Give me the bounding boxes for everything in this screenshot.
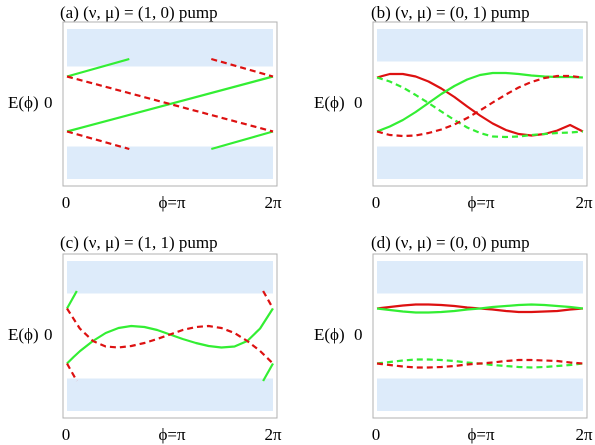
panel-a-ylabel: E(ϕ) bbox=[8, 93, 39, 112]
panel-a-series-2-green-solid bbox=[210, 130, 274, 151]
panel-c-series-0-green-solid bbox=[66, 307, 274, 365]
panel-d-ylabel: E(ϕ) bbox=[314, 325, 345, 344]
panel-c-series-4-red-dashed bbox=[66, 362, 78, 382]
panel-b-band-0 bbox=[377, 29, 583, 62]
panel-b-series bbox=[376, 71, 584, 139]
panel-b-ytick-0: 0 bbox=[354, 93, 363, 112]
panel-a-title: (a) (ν, μ) = (1, 0) pump bbox=[60, 3, 218, 22]
panel-b-xtick-pi: ϕ=π bbox=[467, 193, 495, 212]
panel-d-xtick-2pi: 2π bbox=[575, 425, 593, 444]
panel-b-frame bbox=[372, 21, 588, 187]
panel-b-bands bbox=[377, 29, 583, 179]
panel-d-series bbox=[376, 303, 584, 369]
panel-b-ylabel: E(ϕ) bbox=[314, 93, 345, 112]
panel-d: (d) (ν, μ) = (0, 0) pump E(ϕ) 0 0 ϕ=π 2π bbox=[314, 233, 593, 444]
panel-c-series-3-red-dashed bbox=[66, 307, 274, 365]
panel-d-xtick-pi: ϕ=π bbox=[467, 425, 495, 444]
panel-a: (a) (ν, μ) = (1, 0) pump E(ϕ) 0 0 ϕ=π 2π bbox=[8, 3, 282, 212]
panel-a-series-5-red-dashed bbox=[210, 57, 274, 78]
panel-c-xtick-pi: ϕ=π bbox=[158, 425, 186, 444]
panel-a-xtick-2pi: 2π bbox=[264, 193, 282, 212]
panel-a-xtick-0: 0 bbox=[62, 193, 71, 212]
panel-a-xtick-pi: ϕ=π bbox=[158, 193, 186, 212]
panel-b-series-2-green-dashed bbox=[376, 76, 583, 139]
panel-b-series-0-red-solid bbox=[376, 72, 584, 137]
panel-a-ytick-0: 0 bbox=[44, 93, 53, 112]
panel-d-series-3-red-dashed bbox=[376, 358, 583, 369]
panel-d-xtick-0: 0 bbox=[372, 425, 381, 444]
panel-b-series-3-red-dashed bbox=[376, 74, 584, 138]
panel-a-series bbox=[66, 57, 274, 151]
panel-b-xtick-2pi: 2π bbox=[575, 193, 593, 212]
panel-b-band-1 bbox=[377, 146, 583, 179]
panel-c-bands bbox=[67, 261, 273, 411]
panel-b: (b) (ν, μ) = (0, 1) pump E(ϕ) 0 0 ϕ=π 2π bbox=[314, 3, 593, 212]
panel-c: (c) (ν, μ) = (1, 1) pump E(ϕ) 0 0 ϕ=π 2π bbox=[8, 233, 282, 444]
panel-a-frame bbox=[62, 21, 278, 187]
panel-c-xtick-0: 0 bbox=[62, 425, 71, 444]
panel-a-bands bbox=[67, 29, 273, 179]
panel-c-frame bbox=[62, 253, 278, 419]
panel-a-series-4-red-dashed bbox=[66, 130, 130, 151]
panel-d-band-0 bbox=[377, 261, 583, 294]
panel-a-band-1 bbox=[67, 146, 273, 179]
panel-c-band-0 bbox=[67, 261, 273, 294]
panel-a-series-0-green-solid bbox=[66, 75, 274, 133]
panel-c-series-5-red-dashed bbox=[262, 290, 274, 310]
panel-c-ytick-0: 0 bbox=[44, 325, 53, 344]
panel-c-xtick-2pi: 2π bbox=[264, 425, 282, 444]
panel-b-title: (b) (ν, μ) = (0, 1) pump bbox=[371, 3, 530, 22]
panel-c-title: (c) (ν, μ) = (1, 1) pump bbox=[60, 233, 218, 252]
panel-d-band-1 bbox=[377, 378, 583, 411]
panel-d-bands bbox=[377, 261, 583, 411]
panel-d-series-1-green-solid bbox=[376, 303, 584, 314]
panel-a-series-3-red-dashed bbox=[66, 75, 274, 133]
panel-d-title: (d) (ν, μ) = (0, 0) pump bbox=[371, 233, 530, 252]
panel-b-xtick-0: 0 bbox=[372, 193, 381, 212]
panel-d-frame bbox=[372, 253, 588, 419]
panel-b-series-1-green-solid bbox=[376, 71, 583, 133]
panel-d-ytick-0: 0 bbox=[354, 325, 363, 344]
panel-c-series-2-green-solid bbox=[262, 362, 274, 382]
panel-c-series bbox=[66, 290, 274, 382]
panel-a-series-1-green-solid bbox=[66, 57, 130, 78]
panel-c-series-1-green-solid bbox=[66, 290, 78, 310]
panel-c-ylabel: E(ϕ) bbox=[8, 325, 39, 344]
panel-a-band-0 bbox=[67, 29, 273, 67]
panel-c-band-1 bbox=[67, 378, 273, 411]
